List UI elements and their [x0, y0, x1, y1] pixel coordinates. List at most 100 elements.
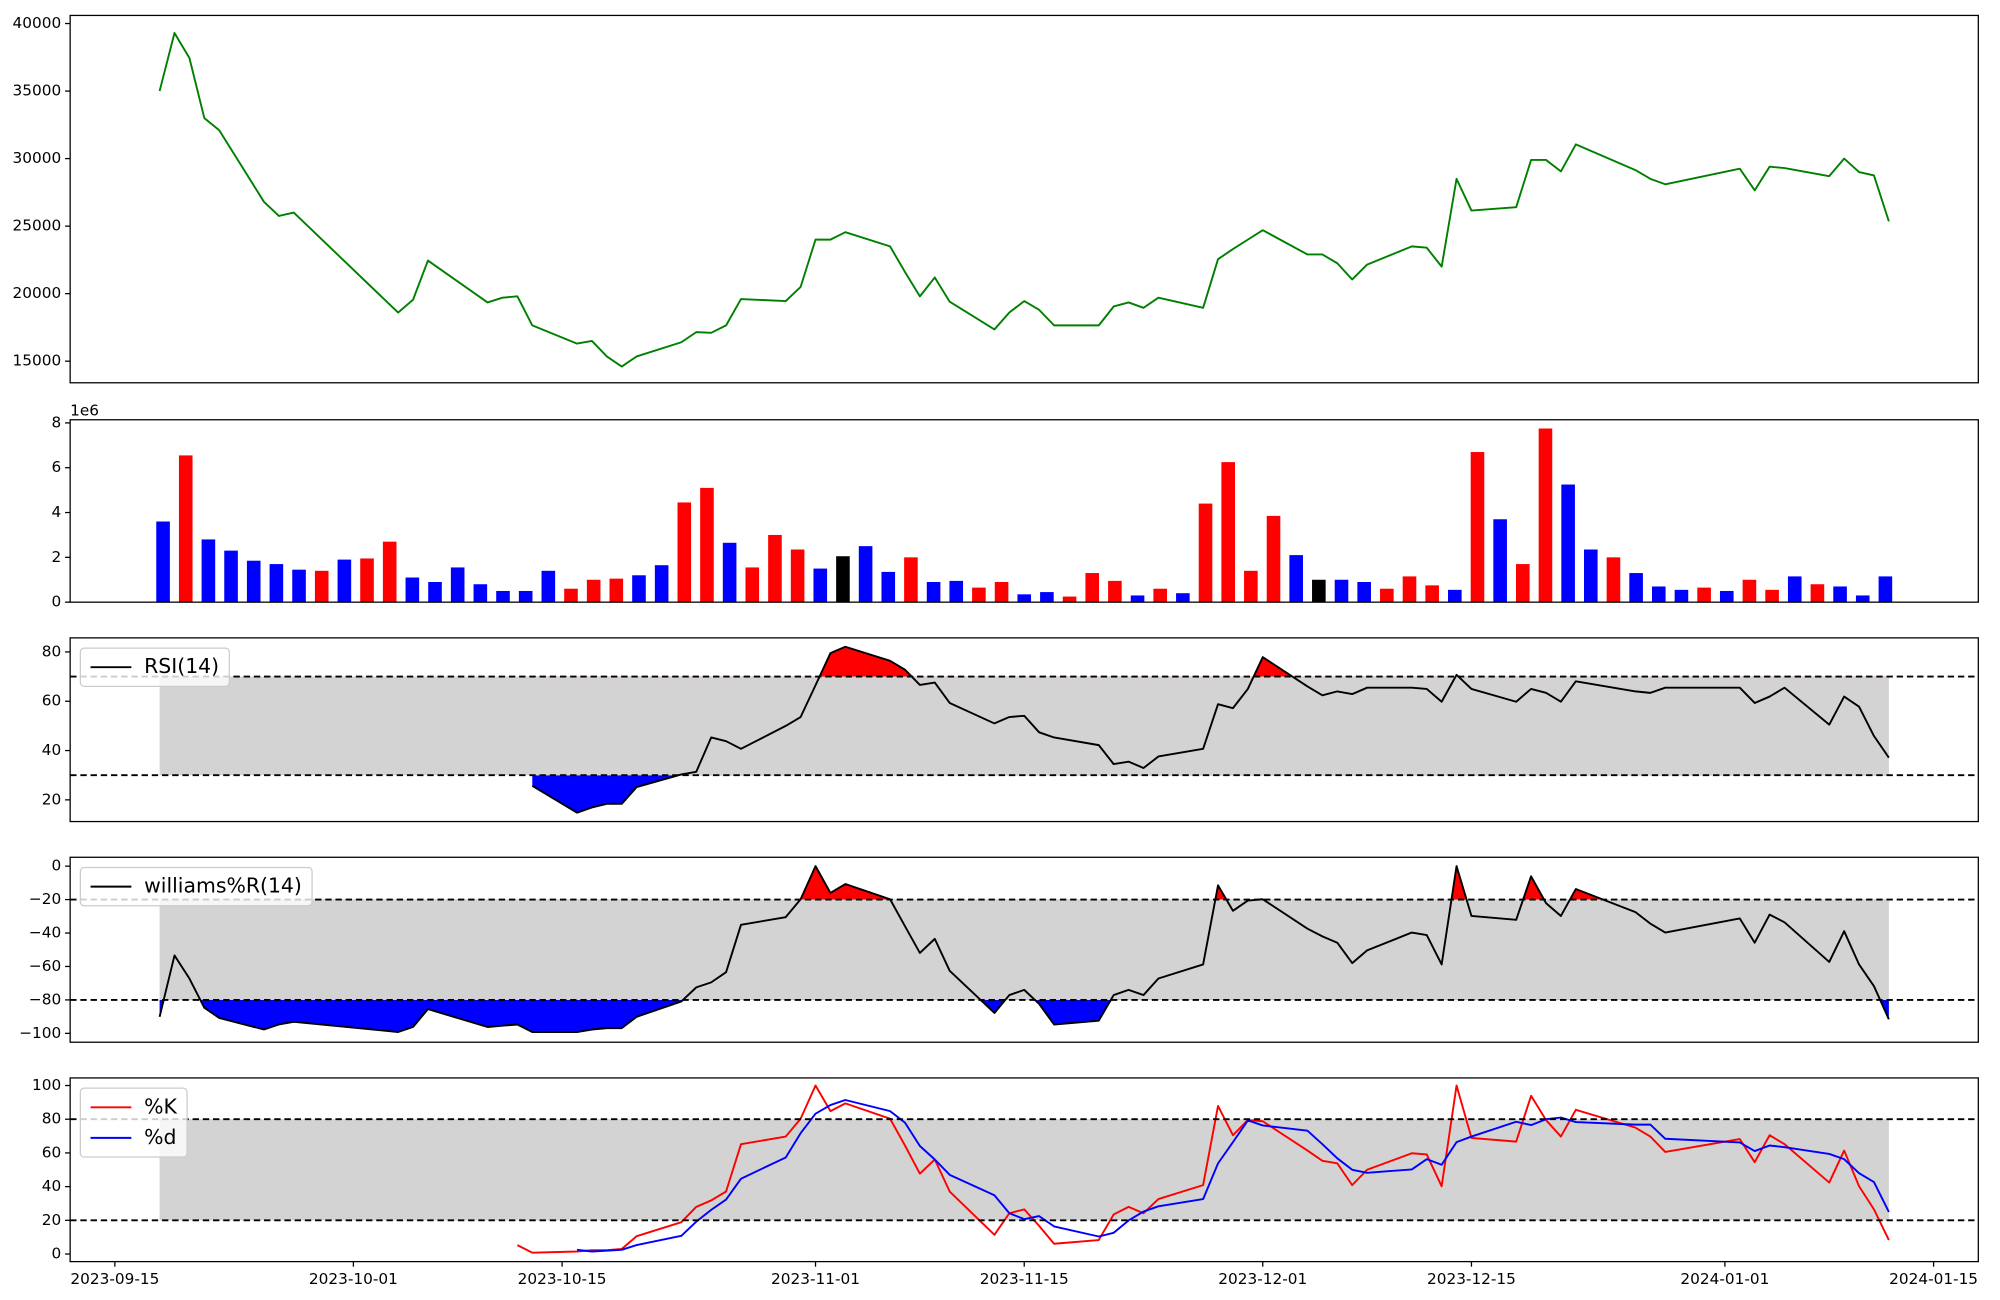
bar	[813, 568, 828, 603]
bar	[768, 534, 782, 603]
bar	[564, 588, 578, 603]
bar	[1855, 595, 1870, 603]
axes-frame	[69, 14, 1979, 384]
bar	[473, 584, 488, 603]
bar	[1085, 573, 1100, 603]
bar	[1130, 595, 1145, 603]
axes-frame	[69, 856, 1979, 1043]
bar	[1312, 579, 1326, 603]
legend-box	[79, 866, 313, 907]
bar	[1674, 589, 1689, 603]
bar	[337, 559, 352, 603]
bar	[156, 521, 170, 603]
fill-below	[159, 999, 1889, 1033]
bar	[609, 578, 624, 603]
y-tick-label: 80	[42, 642, 61, 660]
y-tick-label: 0	[51, 857, 61, 875]
y-tick-label: 40	[42, 1177, 61, 1195]
bar	[677, 502, 692, 603]
bar	[496, 590, 510, 603]
panel: 15000 20000 25000 30000 35000 40000	[13, 14, 1979, 384]
legend-label: %d	[144, 1125, 176, 1149]
y-tick-label: 6	[51, 458, 61, 476]
y-tick-label: −20	[29, 890, 61, 908]
legend: %K %d	[79, 1087, 188, 1158]
bar	[1198, 503, 1213, 603]
legend-box	[79, 647, 230, 687]
line	[516, 1084, 1890, 1254]
bar	[1538, 428, 1553, 603]
bar	[1017, 594, 1032, 603]
bar	[201, 539, 216, 603]
axes-frame	[69, 419, 1979, 603]
bar	[450, 567, 465, 603]
bar	[1289, 555, 1303, 603]
line	[158, 32, 1890, 368]
panel: 20 40 60 80 RSI(14)	[42, 637, 1979, 823]
bar	[949, 580, 964, 603]
x-tick-label: 2023-12-15	[1427, 1270, 1516, 1288]
x-tick-label: 2024-01-15	[1889, 1270, 1978, 1288]
bar	[972, 587, 986, 603]
bar	[745, 567, 760, 603]
bar	[360, 558, 374, 603]
bar	[428, 582, 442, 603]
x-tick-label: 2023-11-01	[771, 1270, 860, 1288]
bar	[1108, 580, 1122, 603]
y-tick-label: −60	[29, 957, 61, 975]
y-tick-label: 2	[51, 548, 61, 566]
bar	[1561, 484, 1575, 603]
bar	[1470, 452, 1485, 603]
y-tick-label: −40	[29, 924, 61, 942]
bar	[722, 542, 737, 603]
bar	[1606, 557, 1621, 603]
bar	[518, 590, 533, 603]
bar	[836, 556, 850, 603]
bar	[1040, 592, 1054, 603]
y-tick-label: 35000	[13, 82, 62, 100]
bar	[1810, 584, 1825, 603]
bar	[1697, 587, 1711, 603]
y-tick-label: 100	[32, 1076, 61, 1094]
y-tick-label: 20	[42, 790, 61, 808]
bar	[1062, 596, 1077, 603]
bar	[1629, 573, 1643, 603]
bar	[178, 455, 193, 603]
bar	[1787, 576, 1802, 603]
bar	[405, 577, 420, 603]
line	[576, 1099, 1890, 1253]
y-tick-label: 80	[42, 1110, 61, 1128]
bar	[700, 487, 714, 603]
bar	[246, 560, 261, 603]
panel: 0 20 40 60 80 100 2023-09-15 2023-10-01 2023-10-…	[32, 1076, 1979, 1288]
bar	[314, 570, 329, 603]
bar	[292, 569, 306, 603]
bar	[1380, 588, 1394, 603]
bar	[1357, 582, 1371, 603]
bar	[224, 550, 238, 603]
y-tick-label: 40000	[13, 14, 62, 32]
x-tick-label: 2024-01-01	[1680, 1270, 1769, 1288]
band	[159, 676, 1889, 776]
bar	[858, 546, 873, 603]
line	[158, 865, 1890, 1033]
bar	[790, 549, 805, 603]
bar	[1221, 462, 1235, 603]
y-tick-label: 30000	[13, 149, 62, 167]
y-tick-label: 60	[42, 1143, 61, 1161]
bar	[632, 575, 646, 603]
bar	[1402, 576, 1417, 603]
legend-label: RSI(14)	[144, 654, 219, 678]
fill-above	[532, 646, 1889, 677]
bar	[586, 579, 601, 603]
bar	[541, 570, 556, 603]
bar	[1425, 585, 1439, 603]
legend: RSI(14)	[79, 647, 230, 687]
bar	[1719, 590, 1734, 603]
bar	[382, 541, 397, 603]
bar	[926, 582, 941, 603]
bar	[1153, 588, 1168, 603]
panel: −100 −80 −60 −40 −20 0 williams%R(14)	[19, 856, 1979, 1043]
bar	[1833, 586, 1847, 603]
y-tick-label: 4	[51, 503, 61, 521]
